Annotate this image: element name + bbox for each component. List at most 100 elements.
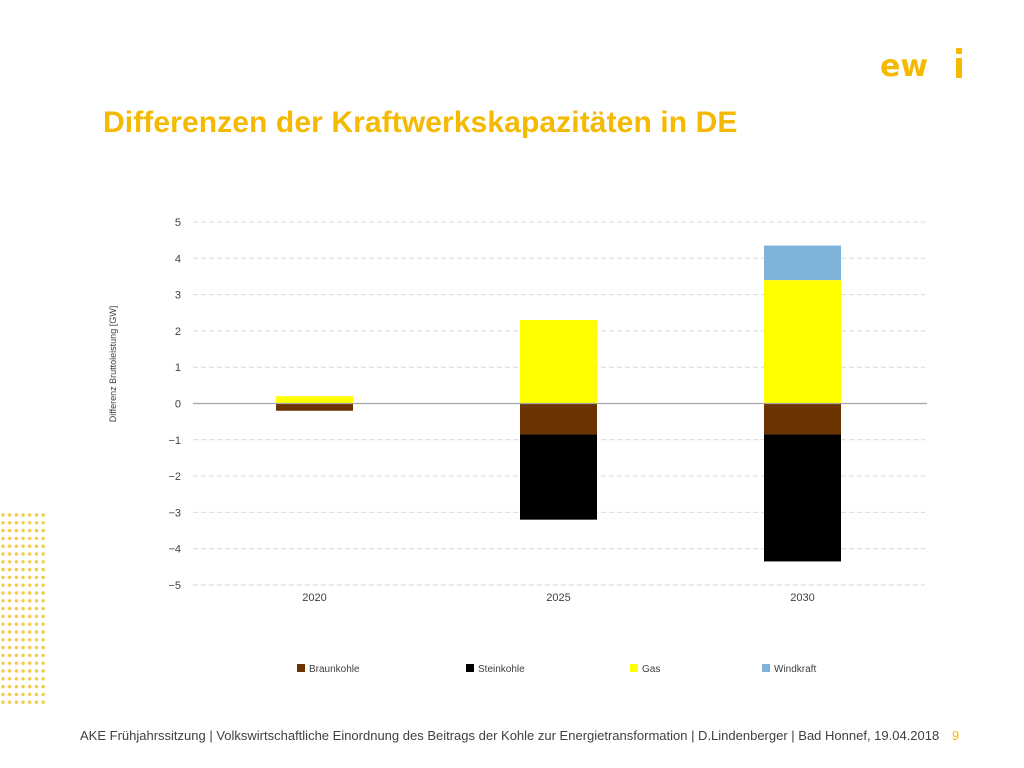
decorative-dot	[34, 591, 39, 595]
decorative-dot	[1, 677, 5, 681]
decorative-dot	[14, 513, 19, 517]
decorative-dot	[21, 684, 25, 689]
bar-braunkohle-2030	[764, 403, 841, 435]
decorative-dot	[1, 513, 5, 517]
decorative-dot	[1, 528, 5, 533]
y-tick-label: −3	[168, 507, 181, 519]
decorative-dot	[8, 684, 12, 689]
decorative-dot	[1, 575, 5, 580]
ewi-logo: ew	[880, 48, 962, 82]
decorative-dot	[28, 684, 32, 689]
y-tick-label: −4	[168, 544, 181, 556]
decorative-dot	[1, 544, 5, 548]
decorative-dot	[8, 591, 12, 595]
x-tick-label-2030: 2030	[790, 592, 814, 604]
legend-swatch-windkraft	[762, 664, 770, 672]
decorative-dot	[8, 536, 12, 541]
decorative-dot	[21, 677, 25, 681]
decorative-dot	[41, 684, 45, 689]
legend-swatch-braunkohle	[297, 664, 305, 672]
decorative-dot	[8, 606, 12, 611]
decorative-dot	[8, 661, 12, 665]
legend-swatch-gas	[630, 664, 638, 672]
decorative-dot	[28, 513, 32, 517]
decorative-dot	[1, 591, 5, 595]
y-tick-label: 1	[175, 362, 181, 374]
decorative-dot	[21, 645, 25, 650]
decorative-dot	[14, 700, 19, 704]
y-tick-label: 2	[175, 326, 181, 338]
decorative-dot	[21, 528, 25, 533]
decorative-dot	[21, 513, 25, 517]
y-tick-label: 5	[175, 217, 181, 229]
decorative-dot	[21, 630, 25, 634]
decorative-dot	[28, 606, 32, 611]
legend-label-windkraft: Windkraft	[774, 664, 816, 675]
decorative-dot	[34, 560, 39, 564]
bar-gas-2030	[764, 280, 841, 404]
decorative-dot	[21, 653, 25, 658]
decorative-dot	[41, 645, 45, 650]
slide-title: Differenzen der Kraftwerkskapazitäten in…	[103, 106, 738, 139]
decorative-dot	[8, 653, 12, 658]
decorative-dot	[41, 700, 45, 704]
decorative-dot	[21, 614, 25, 619]
decorative-dot	[28, 669, 32, 673]
decorative-dot	[21, 544, 25, 548]
decorative-dot	[34, 575, 39, 580]
decorative-dot	[14, 606, 19, 611]
decorative-dot	[1, 645, 5, 650]
decorative-dot	[21, 575, 25, 580]
decorative-dot	[8, 630, 12, 634]
decorative-dot	[1, 536, 5, 541]
legend-label-gas: Gas	[642, 664, 660, 675]
decorative-dot	[21, 583, 25, 587]
decorative-dot	[28, 630, 32, 634]
decorative-dot	[41, 661, 45, 665]
decorative-dot	[14, 622, 19, 626]
decorative-dot	[14, 669, 19, 673]
decorative-dot	[8, 528, 12, 533]
decorative-dot	[34, 684, 39, 689]
decorative-dot	[34, 669, 39, 673]
decorative-dot	[28, 677, 32, 681]
decorative-dot	[28, 575, 32, 580]
decorative-dot	[34, 606, 39, 611]
decorative-dot	[21, 599, 25, 603]
decorative-dot	[1, 684, 5, 689]
decorative-dot	[1, 614, 5, 619]
bar-steinkohle-2030	[764, 434, 841, 562]
decorative-dot	[1, 606, 5, 611]
decorative-dot	[1, 638, 5, 642]
decorative-dot-pattern	[1, 513, 45, 704]
decorative-dot	[34, 536, 39, 541]
decorative-dot	[8, 544, 12, 548]
decorative-dot	[8, 645, 12, 650]
decorative-dot	[41, 521, 45, 525]
y-tick-label: 3	[175, 290, 181, 302]
decorative-dot	[1, 692, 5, 697]
decorative-dot	[21, 606, 25, 611]
decorative-dot	[14, 614, 19, 619]
decorative-dot	[8, 638, 12, 642]
decorative-dot	[21, 552, 25, 556]
decorative-dot	[1, 669, 5, 673]
y-tick-label: −2	[168, 471, 181, 483]
bar-gas-2020	[276, 396, 353, 404]
decorative-dot	[28, 661, 32, 665]
decorative-dot	[8, 583, 12, 587]
decorative-dot	[14, 599, 19, 603]
y-tick-label: 4	[175, 253, 181, 265]
decorative-dot	[34, 614, 39, 619]
decorative-dot	[28, 583, 32, 587]
decorative-dot	[21, 669, 25, 673]
decorative-dot	[34, 583, 39, 587]
legend-label-braunkohle: Braunkohle	[309, 664, 360, 675]
decorative-dot	[28, 599, 32, 603]
bar-gas-2025	[520, 320, 597, 404]
decorative-dot	[34, 622, 39, 626]
decorative-dot	[1, 560, 5, 564]
decorative-dot	[34, 692, 39, 697]
decorative-dot	[28, 622, 32, 626]
decorative-dot	[34, 552, 39, 556]
